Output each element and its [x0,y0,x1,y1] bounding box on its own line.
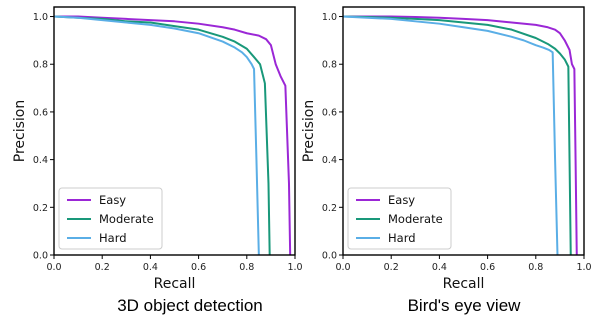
x-axis-label: Recall [154,276,196,292]
y-axis-label: Precision [301,100,317,162]
x-tick-label: 0.4 [143,262,158,273]
x-tick-label: 0.2 [95,262,110,273]
panel-caption: 3D object detection [117,296,263,315]
x-tick-label: 0.6 [480,262,495,273]
legend-label-moderate: Moderate [388,212,443,226]
legend-label-easy: Easy [99,193,126,207]
y-tick-label: 0.2 [33,203,48,214]
y-tick-label: 0.6 [33,107,48,118]
series-line-moderate [343,15,572,255]
y-tick-label: 0.4 [33,155,48,166]
x-tick-label: 1.0 [576,262,591,273]
legend-box [58,187,163,250]
y-tick-label: 0.8 [322,60,337,71]
x-tick-label: 0.4 [432,262,447,273]
plot-frame [53,6,296,256]
y-tick-label: 1.0 [33,12,48,23]
legend: Easy Moderate Hard [347,187,452,250]
legend-label-hard: Hard [99,231,127,245]
y-tick-label: 0.6 [322,107,337,118]
series-line-easy [54,15,292,255]
x-tick-label: 0.2 [384,262,399,273]
y-tick-label: 0.2 [322,203,337,214]
x-tick-label: 0.8 [528,262,543,273]
y-tick-label: 0.0 [322,251,337,262]
x-tick-label: 0.0 [335,262,350,273]
legend-label-hard: Hard [388,231,416,245]
legend-label-moderate: Moderate [99,212,154,226]
y-axis-label: Precision [12,100,28,162]
series-line-hard [54,15,260,255]
y-tick-label: 0.4 [322,155,337,166]
chart-panel-2: 0.0 0.2 0.4 0.6 0.8 1.0 0.0 0.2 0.4 0.6 0.8 1.0 Reca… [301,6,592,315]
x-tick-label: 1.0 [287,262,302,273]
x-tick-label: 0.6 [191,262,206,273]
x-axis-label: Recall [443,276,485,292]
series-line-moderate [54,15,271,255]
plot-frame [342,6,585,256]
legend: Easy Moderate Hard [58,187,163,250]
x-tick-label: 0.8 [239,262,254,273]
x-tick-label: 0.0 [46,262,61,273]
legend-box [347,187,452,250]
y-tick-label: 0.0 [33,251,48,262]
y-tick-label: 1.0 [322,12,337,23]
y-tick-label: 0.8 [33,60,48,71]
chart-panel-1: 0.0 0.2 0.4 0.6 0.8 1.0 0.0 0.2 0.4 0.6 0.8 1.0 Reca… [12,6,303,315]
legend-label-easy: Easy [388,193,415,207]
panel-caption: Bird's eye view [408,296,522,315]
series-line-hard [343,15,559,255]
series-line-easy [343,15,578,255]
